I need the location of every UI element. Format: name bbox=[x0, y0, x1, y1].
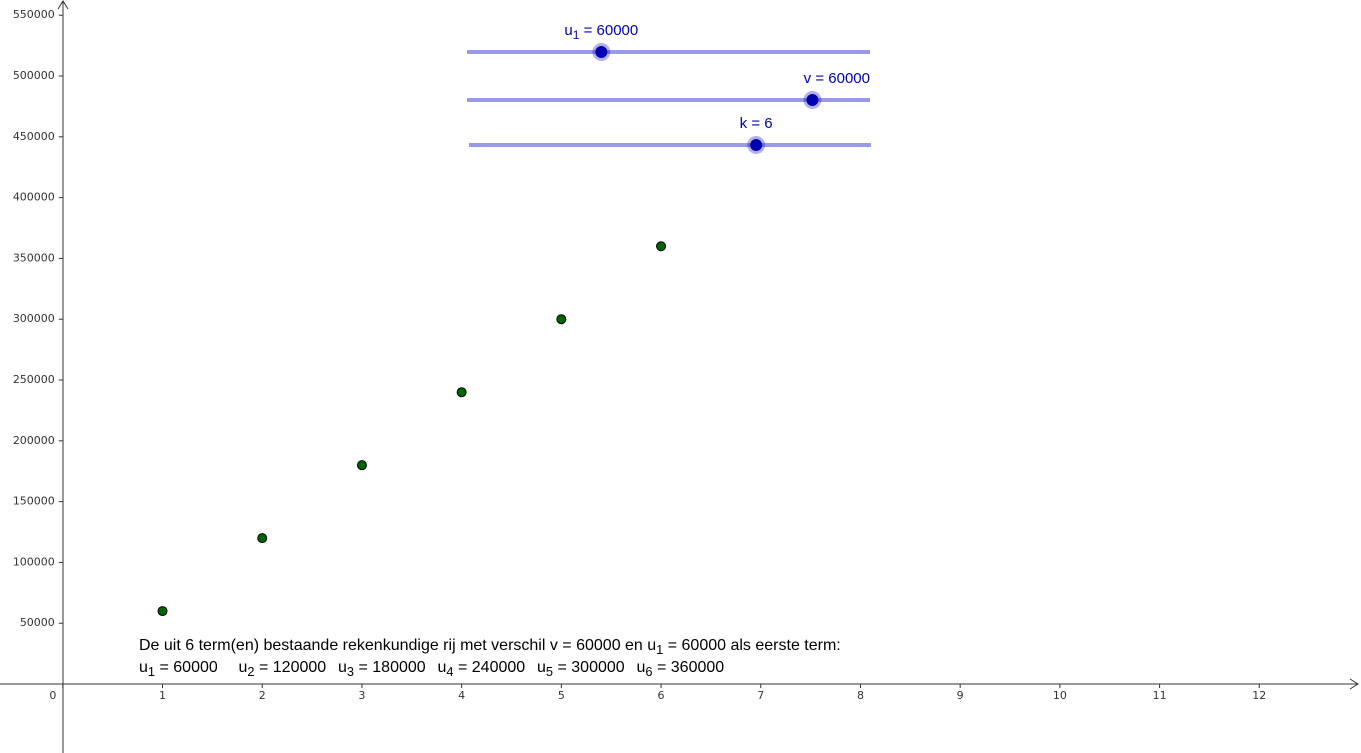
term-label: u6 = 360000 bbox=[637, 659, 725, 679]
term-equals: = bbox=[653, 659, 671, 676]
term-value: 300000 bbox=[571, 659, 624, 676]
slider-equals: = bbox=[747, 115, 764, 132]
description-text: = 60000 als eerste term: bbox=[663, 637, 840, 654]
slider-handle[interactable] bbox=[595, 46, 608, 58]
term-symbol: u bbox=[537, 659, 546, 676]
slider-label: u1 = 60000 bbox=[564, 22, 638, 42]
x-tick-label: 4 bbox=[458, 689, 465, 702]
x-tick-label: 0 bbox=[49, 689, 56, 702]
term-value: 120000 bbox=[273, 659, 326, 676]
x-tick-label: 8 bbox=[857, 689, 864, 702]
x-tick-label: 1 bbox=[159, 689, 166, 702]
description-text: De uit 6 term(en) bestaande rekenkundige… bbox=[139, 637, 656, 654]
slider-value: 60000 bbox=[597, 22, 639, 39]
term-value: 360000 bbox=[671, 659, 724, 676]
slider-label: k = 6 bbox=[740, 115, 773, 132]
y-tick-label: 300000 bbox=[13, 312, 55, 325]
sequence-point bbox=[456, 387, 467, 398]
slider-handle[interactable] bbox=[806, 94, 819, 106]
x-tick-label: 12 bbox=[1252, 689, 1266, 702]
term-symbol: u bbox=[438, 659, 447, 676]
y-tick-label: 450000 bbox=[13, 130, 55, 143]
y-tick-label: 400000 bbox=[13, 191, 55, 204]
slider-name: u bbox=[564, 22, 572, 39]
term-label: u1 = 60000 bbox=[139, 659, 218, 679]
y-tick-label: 350000 bbox=[13, 251, 55, 264]
slider-value: 6 bbox=[764, 115, 772, 132]
term-label: u3 = 180000 bbox=[338, 659, 426, 679]
x-tick-label: 7 bbox=[757, 689, 764, 702]
slider-equals: = bbox=[579, 22, 596, 39]
term-equals: = bbox=[454, 659, 472, 676]
y-tick-label: 200000 bbox=[13, 434, 55, 447]
term-index: 3 bbox=[347, 664, 354, 679]
x-tick-label: 11 bbox=[1153, 689, 1167, 702]
y-tick-label: 150000 bbox=[13, 495, 55, 508]
term-value: 180000 bbox=[372, 659, 425, 676]
x-tick-label: 5 bbox=[558, 689, 565, 702]
y-tick-label: 100000 bbox=[13, 555, 55, 568]
description-subscript: 1 bbox=[656, 642, 663, 657]
term-symbol: u bbox=[338, 659, 347, 676]
x-tick-label: 10 bbox=[1053, 689, 1067, 702]
sequence-point bbox=[157, 606, 168, 617]
term-equals: = bbox=[553, 659, 571, 676]
term-index: 5 bbox=[546, 664, 553, 679]
x-tick-label: 6 bbox=[658, 689, 665, 702]
x-tick-label: 3 bbox=[358, 689, 365, 702]
term-index: 1 bbox=[148, 664, 155, 679]
sequence-point bbox=[257, 533, 268, 544]
slider-name: v bbox=[804, 70, 812, 87]
slider-subscript: 1 bbox=[573, 28, 580, 42]
term-label: u5 = 300000 bbox=[537, 659, 625, 679]
term-index: 4 bbox=[446, 664, 453, 679]
term-symbol: u bbox=[637, 659, 646, 676]
y-tick-label: 550000 bbox=[13, 8, 55, 21]
sequence-point bbox=[356, 460, 367, 471]
y-tick-label: 500000 bbox=[13, 69, 55, 82]
term-value: 60000 bbox=[173, 659, 218, 676]
term-symbol: u bbox=[239, 659, 248, 676]
slider-handle[interactable] bbox=[750, 139, 763, 151]
x-axis-arrow bbox=[1349, 678, 1359, 690]
sequence-point bbox=[656, 241, 667, 252]
term-equals: = bbox=[255, 659, 273, 676]
slider-name: k bbox=[740, 115, 748, 132]
sequence-point bbox=[556, 314, 567, 325]
y-tick-label: 50000 bbox=[20, 616, 55, 629]
y-tick-label: 250000 bbox=[13, 373, 55, 386]
term-label: u2 = 120000 bbox=[239, 659, 327, 679]
term-index: 2 bbox=[247, 664, 254, 679]
term-value: 240000 bbox=[472, 659, 525, 676]
y-axis-arrow bbox=[57, 0, 69, 10]
term-label: u4 = 240000 bbox=[438, 659, 526, 679]
term-equals: = bbox=[155, 659, 173, 676]
x-tick-label: 9 bbox=[957, 689, 964, 702]
x-tick-label: 2 bbox=[259, 689, 266, 702]
slider-value: 60000 bbox=[828, 70, 870, 87]
slider-equals: = bbox=[811, 70, 828, 87]
term-symbol: u bbox=[139, 659, 148, 676]
slider-label: v = 60000 bbox=[804, 70, 870, 87]
description: De uit 6 term(en) bestaande rekenkundige… bbox=[139, 637, 841, 657]
term-index: 6 bbox=[645, 664, 652, 679]
term-equals: = bbox=[354, 659, 372, 676]
